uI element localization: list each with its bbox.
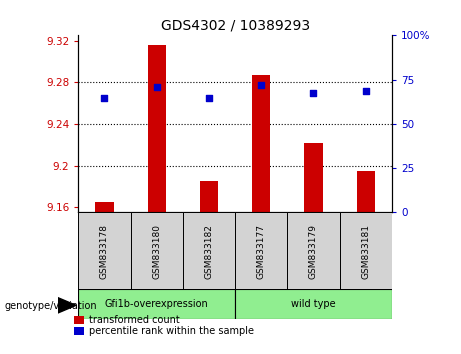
Point <box>258 82 265 88</box>
Point <box>101 95 108 101</box>
Text: transformed count: transformed count <box>89 315 179 325</box>
Bar <box>357 171 375 212</box>
Bar <box>130 212 183 290</box>
Bar <box>340 212 392 290</box>
Text: wild type: wild type <box>291 298 336 309</box>
Point <box>153 85 160 90</box>
Point <box>362 88 369 93</box>
Point <box>205 95 213 101</box>
Bar <box>78 289 235 319</box>
Text: Gfi1b-overexpression: Gfi1b-overexpression <box>105 298 209 309</box>
Bar <box>304 143 323 212</box>
Bar <box>183 212 235 290</box>
Bar <box>200 181 218 212</box>
Text: percentile rank within the sample: percentile rank within the sample <box>89 326 254 336</box>
Polygon shape <box>58 297 76 313</box>
Title: GDS4302 / 10389293: GDS4302 / 10389293 <box>160 19 310 33</box>
Bar <box>148 45 166 212</box>
Bar <box>235 289 392 319</box>
Bar <box>235 212 287 290</box>
Text: GSM833180: GSM833180 <box>152 224 161 279</box>
Text: GSM833177: GSM833177 <box>257 224 266 279</box>
Text: GSM833181: GSM833181 <box>361 224 370 279</box>
Point <box>310 90 317 96</box>
Bar <box>78 212 130 290</box>
Text: GSM833179: GSM833179 <box>309 224 318 279</box>
Text: GSM833182: GSM833182 <box>205 224 213 279</box>
Bar <box>95 202 113 212</box>
Text: genotype/variation: genotype/variation <box>5 301 97 311</box>
Bar <box>252 75 270 212</box>
Bar <box>287 212 340 290</box>
Text: GSM833178: GSM833178 <box>100 224 109 279</box>
